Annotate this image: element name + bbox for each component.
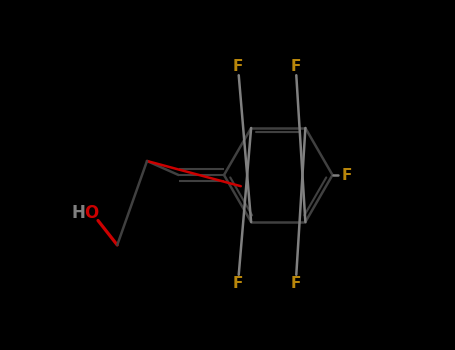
Text: H: H bbox=[72, 204, 86, 223]
Text: F: F bbox=[233, 59, 243, 74]
Text: F: F bbox=[291, 59, 301, 74]
Text: F: F bbox=[233, 276, 243, 291]
Text: O: O bbox=[84, 204, 98, 223]
Text: F: F bbox=[341, 168, 352, 182]
Text: F: F bbox=[291, 276, 301, 291]
